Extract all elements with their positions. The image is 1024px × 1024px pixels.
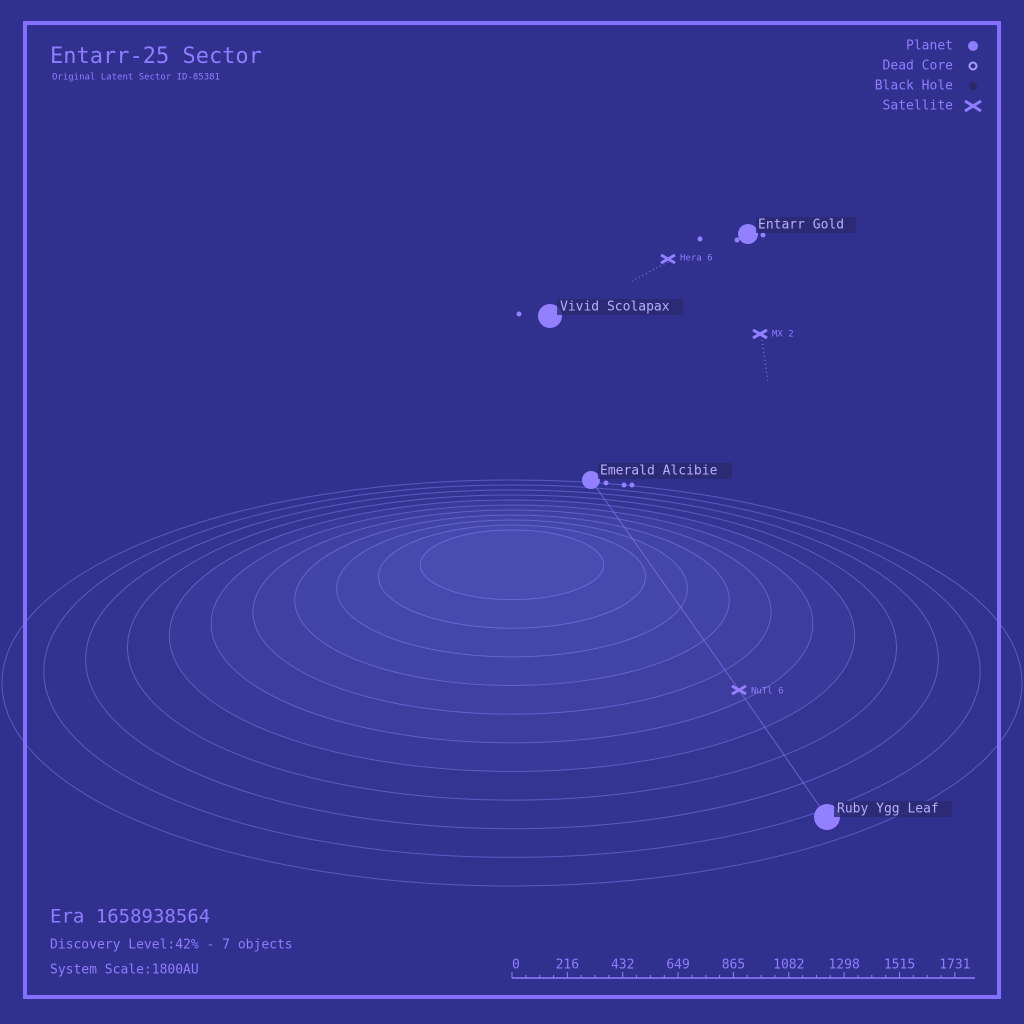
orbit-ring bbox=[43, 484, 981, 858]
scale-label: 0 bbox=[512, 958, 520, 973]
moon bbox=[621, 482, 627, 488]
legend-icon bbox=[964, 99, 982, 113]
label-bg bbox=[834, 801, 952, 817]
legend-label: Planet bbox=[906, 39, 953, 54]
trajectory bbox=[590, 479, 740, 691]
orbit-ring bbox=[1, 479, 1023, 887]
satellite[interactable] bbox=[731, 684, 747, 696]
label-bg bbox=[598, 463, 732, 479]
title: Entarr-25 Sector bbox=[50, 44, 262, 69]
orbit-ring bbox=[419, 529, 605, 601]
planet[interactable] bbox=[738, 224, 758, 244]
trajectory bbox=[631, 261, 669, 282]
moon bbox=[603, 480, 609, 486]
orbit-ring bbox=[294, 514, 730, 687]
object-label: Hera 6 bbox=[680, 254, 713, 264]
planet[interactable] bbox=[582, 471, 600, 489]
planet[interactable] bbox=[814, 804, 840, 830]
moon bbox=[516, 311, 522, 317]
paths bbox=[590, 261, 828, 818]
scale-label: 216 bbox=[556, 958, 579, 973]
label-bg bbox=[756, 217, 856, 233]
system-scale: System Scale:1800AU bbox=[50, 963, 199, 978]
discovery-level: Discovery Level:42% - 7 objects bbox=[50, 938, 293, 953]
legend-icon bbox=[968, 41, 978, 51]
object-label: Entarr Gold bbox=[758, 218, 844, 233]
frame bbox=[23, 21, 1001, 999]
moon bbox=[697, 236, 703, 242]
object-label: Ruby Ygg Leaf bbox=[837, 802, 939, 817]
object-label: Vivid Scolapax bbox=[560, 300, 670, 315]
orbit-ring bbox=[168, 499, 856, 772]
satellite[interactable] bbox=[660, 253, 676, 265]
legend-label: Dead Core bbox=[883, 59, 954, 74]
orbit-ring bbox=[85, 489, 939, 830]
orbit-rings bbox=[1, 479, 1023, 887]
scale-bar: 0 216 432 649 865 1082 1298 1515 1731 bbox=[511, 958, 975, 979]
scale-label: 1515 bbox=[884, 958, 915, 973]
scale-label: 1082 bbox=[773, 958, 804, 973]
orbit-ring bbox=[252, 509, 772, 715]
bodies bbox=[516, 224, 840, 830]
moon bbox=[629, 482, 635, 488]
object-label: MX 2 bbox=[772, 330, 794, 340]
label-bg bbox=[557, 299, 683, 315]
scale-label: 1731 bbox=[939, 958, 970, 973]
object-label: NuTl 6 bbox=[751, 687, 784, 697]
legend-icon bbox=[968, 61, 978, 71]
legend-label: Black Hole bbox=[875, 79, 953, 94]
orbit-ring bbox=[377, 524, 647, 629]
scale-label: 1298 bbox=[828, 958, 859, 973]
era: Era 1658938564 bbox=[50, 906, 210, 928]
object-label: Emerald Alcibie bbox=[600, 464, 718, 479]
scale-label: 865 bbox=[722, 958, 745, 973]
orbit-ring bbox=[126, 494, 898, 801]
subtitle: Original Latent Sector ID-85381 bbox=[52, 73, 220, 83]
legend-label: Satellite bbox=[883, 99, 954, 114]
trajectory bbox=[738, 689, 828, 818]
legend-icon bbox=[969, 82, 977, 90]
scale-label: 432 bbox=[611, 958, 634, 973]
legend: Planet Dead Core Black Hole Satellite bbox=[875, 39, 982, 114]
scale-label: 649 bbox=[666, 958, 689, 973]
moon bbox=[760, 232, 766, 238]
moon bbox=[734, 237, 740, 243]
satellite[interactable] bbox=[752, 328, 768, 340]
planet[interactable] bbox=[538, 304, 562, 328]
orbit-ring bbox=[336, 519, 688, 658]
orbit-ring bbox=[210, 504, 814, 744]
object-labels: Entarr Gold Hera 6 Vivid Scolapax MX 2 E… bbox=[557, 217, 952, 817]
